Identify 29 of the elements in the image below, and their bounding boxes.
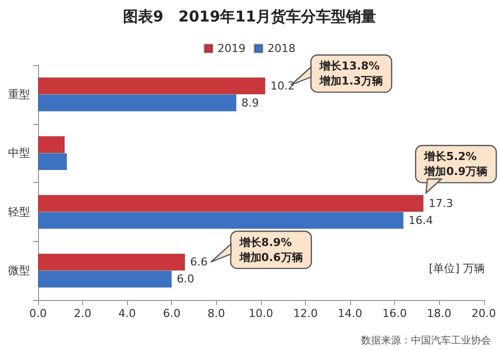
x-tick-label: 16.0 bbox=[382, 307, 407, 320]
x-tick-label: 14.0 bbox=[338, 307, 362, 320]
x-axis-title: [单位] 万辆 bbox=[428, 262, 486, 275]
data-label: 17.3 bbox=[428, 196, 454, 210]
x-tick-label: 2.0 bbox=[74, 307, 92, 320]
annotation: 增长8.9% 增加0.6万辆 bbox=[238, 236, 303, 264]
annotation: 增长13.8% 增加1.3万辆 bbox=[318, 60, 384, 88]
y-tick-label: 微型 bbox=[8, 264, 30, 278]
source-note: 数据来源：中国汽车工业协会 bbox=[361, 334, 491, 346]
x-tick-label: 4.0 bbox=[118, 307, 136, 320]
x-tick-label: 20.0 bbox=[472, 307, 496, 320]
x-tick-label: 8.0 bbox=[208, 307, 226, 320]
x-tick-label: 12.0 bbox=[293, 307, 318, 320]
y-tick-label: 中型 bbox=[8, 146, 30, 160]
data-label: 16.4 bbox=[408, 214, 434, 227]
y-tick-label: 重型 bbox=[8, 88, 30, 101]
data-label: 6.6 bbox=[190, 256, 208, 269]
x-tick-label: 0.0 bbox=[29, 307, 47, 320]
annotation: 增长5.2% 增加0.9万辆 bbox=[423, 150, 488, 178]
data-label: 10.2 bbox=[270, 79, 295, 92]
legend-label: 2019 bbox=[218, 42, 246, 55]
y-tick-label: 轻型 bbox=[8, 205, 30, 218]
x-tick-label: 6.0 bbox=[162, 307, 180, 320]
x-tick-label: 18.0 bbox=[426, 307, 452, 320]
legend-label: 2018 bbox=[268, 42, 296, 55]
chart-title: 图表9 2019年11月货车分车型销量 bbox=[122, 8, 376, 26]
data-label: 6.0 bbox=[176, 272, 194, 286]
data-label: 8.9 bbox=[241, 96, 259, 110]
x-tick-label: 10.0 bbox=[248, 307, 274, 320]
